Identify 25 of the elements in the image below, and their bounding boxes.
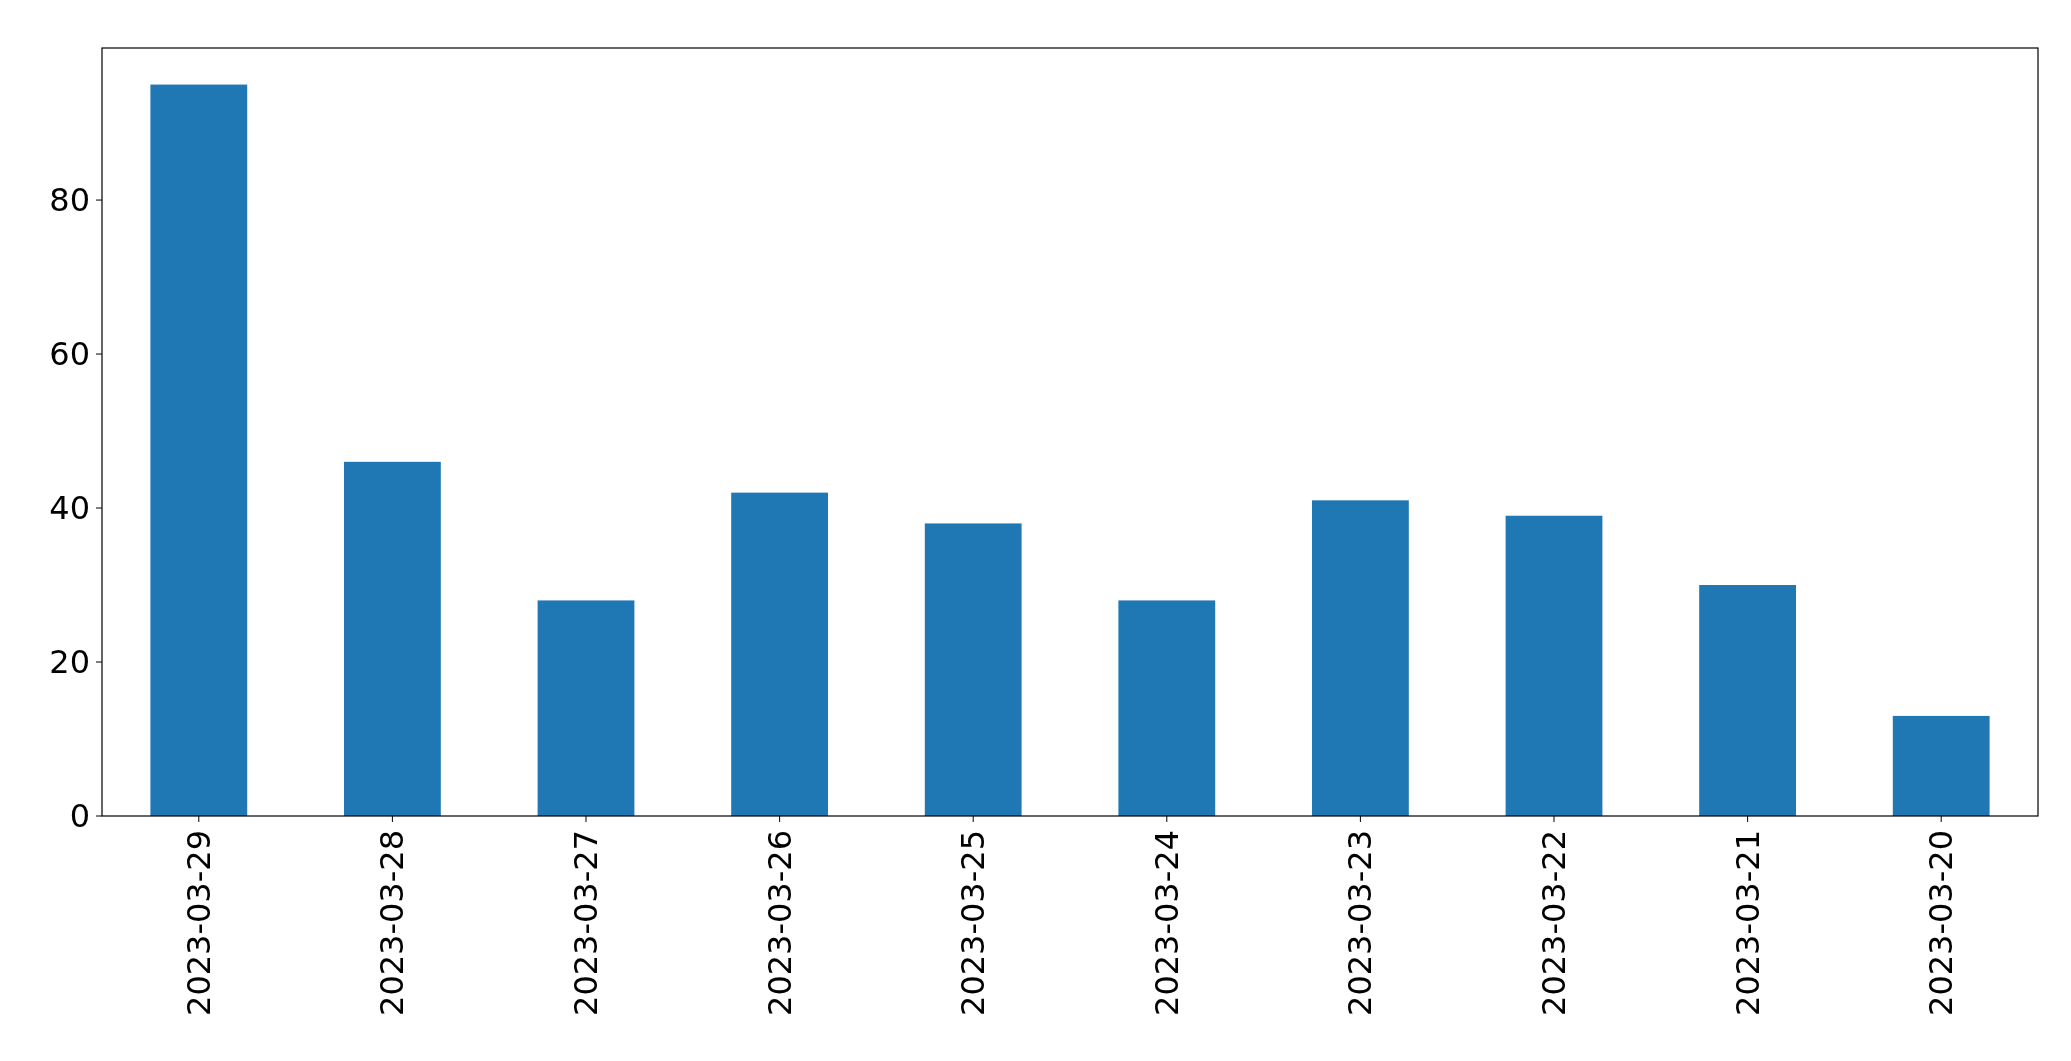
y-tick-label: 60: [49, 335, 90, 374]
y-tick-label: 80: [49, 181, 90, 220]
x-tick-label: 2023-03-24: [1147, 830, 1186, 1016]
bar: [537, 600, 635, 816]
bar: [1312, 500, 1409, 816]
x-tick-label: 2023-03-26: [760, 830, 799, 1016]
bar: [150, 84, 248, 816]
x-tick-label: 2023-03-20: [1922, 830, 1961, 1016]
x-tick-label: 2023-03-23: [1341, 830, 1380, 1016]
bar: [1118, 600, 1216, 816]
y-tick-label: 0: [69, 797, 90, 835]
bar: [731, 492, 828, 816]
x-tick-label: 2023-03-27: [567, 830, 605, 1016]
bar: [1699, 585, 1796, 816]
x-tick-label: 2023-03-22: [1535, 830, 1573, 1016]
bar: [1505, 515, 1603, 816]
x-tick-label: 2023-03-21: [1728, 830, 1767, 1016]
x-tick-label: 2023-03-25: [954, 830, 993, 1016]
bar: [1892, 715, 1990, 816]
y-tick-label: 20: [49, 643, 90, 682]
bar: [344, 461, 441, 816]
x-tick-label: 2023-03-29: [179, 830, 218, 1016]
x-tick-label: 2023-03-28: [373, 830, 412, 1016]
bar: [924, 523, 1022, 816]
y-tick-label: 40: [49, 489, 90, 528]
